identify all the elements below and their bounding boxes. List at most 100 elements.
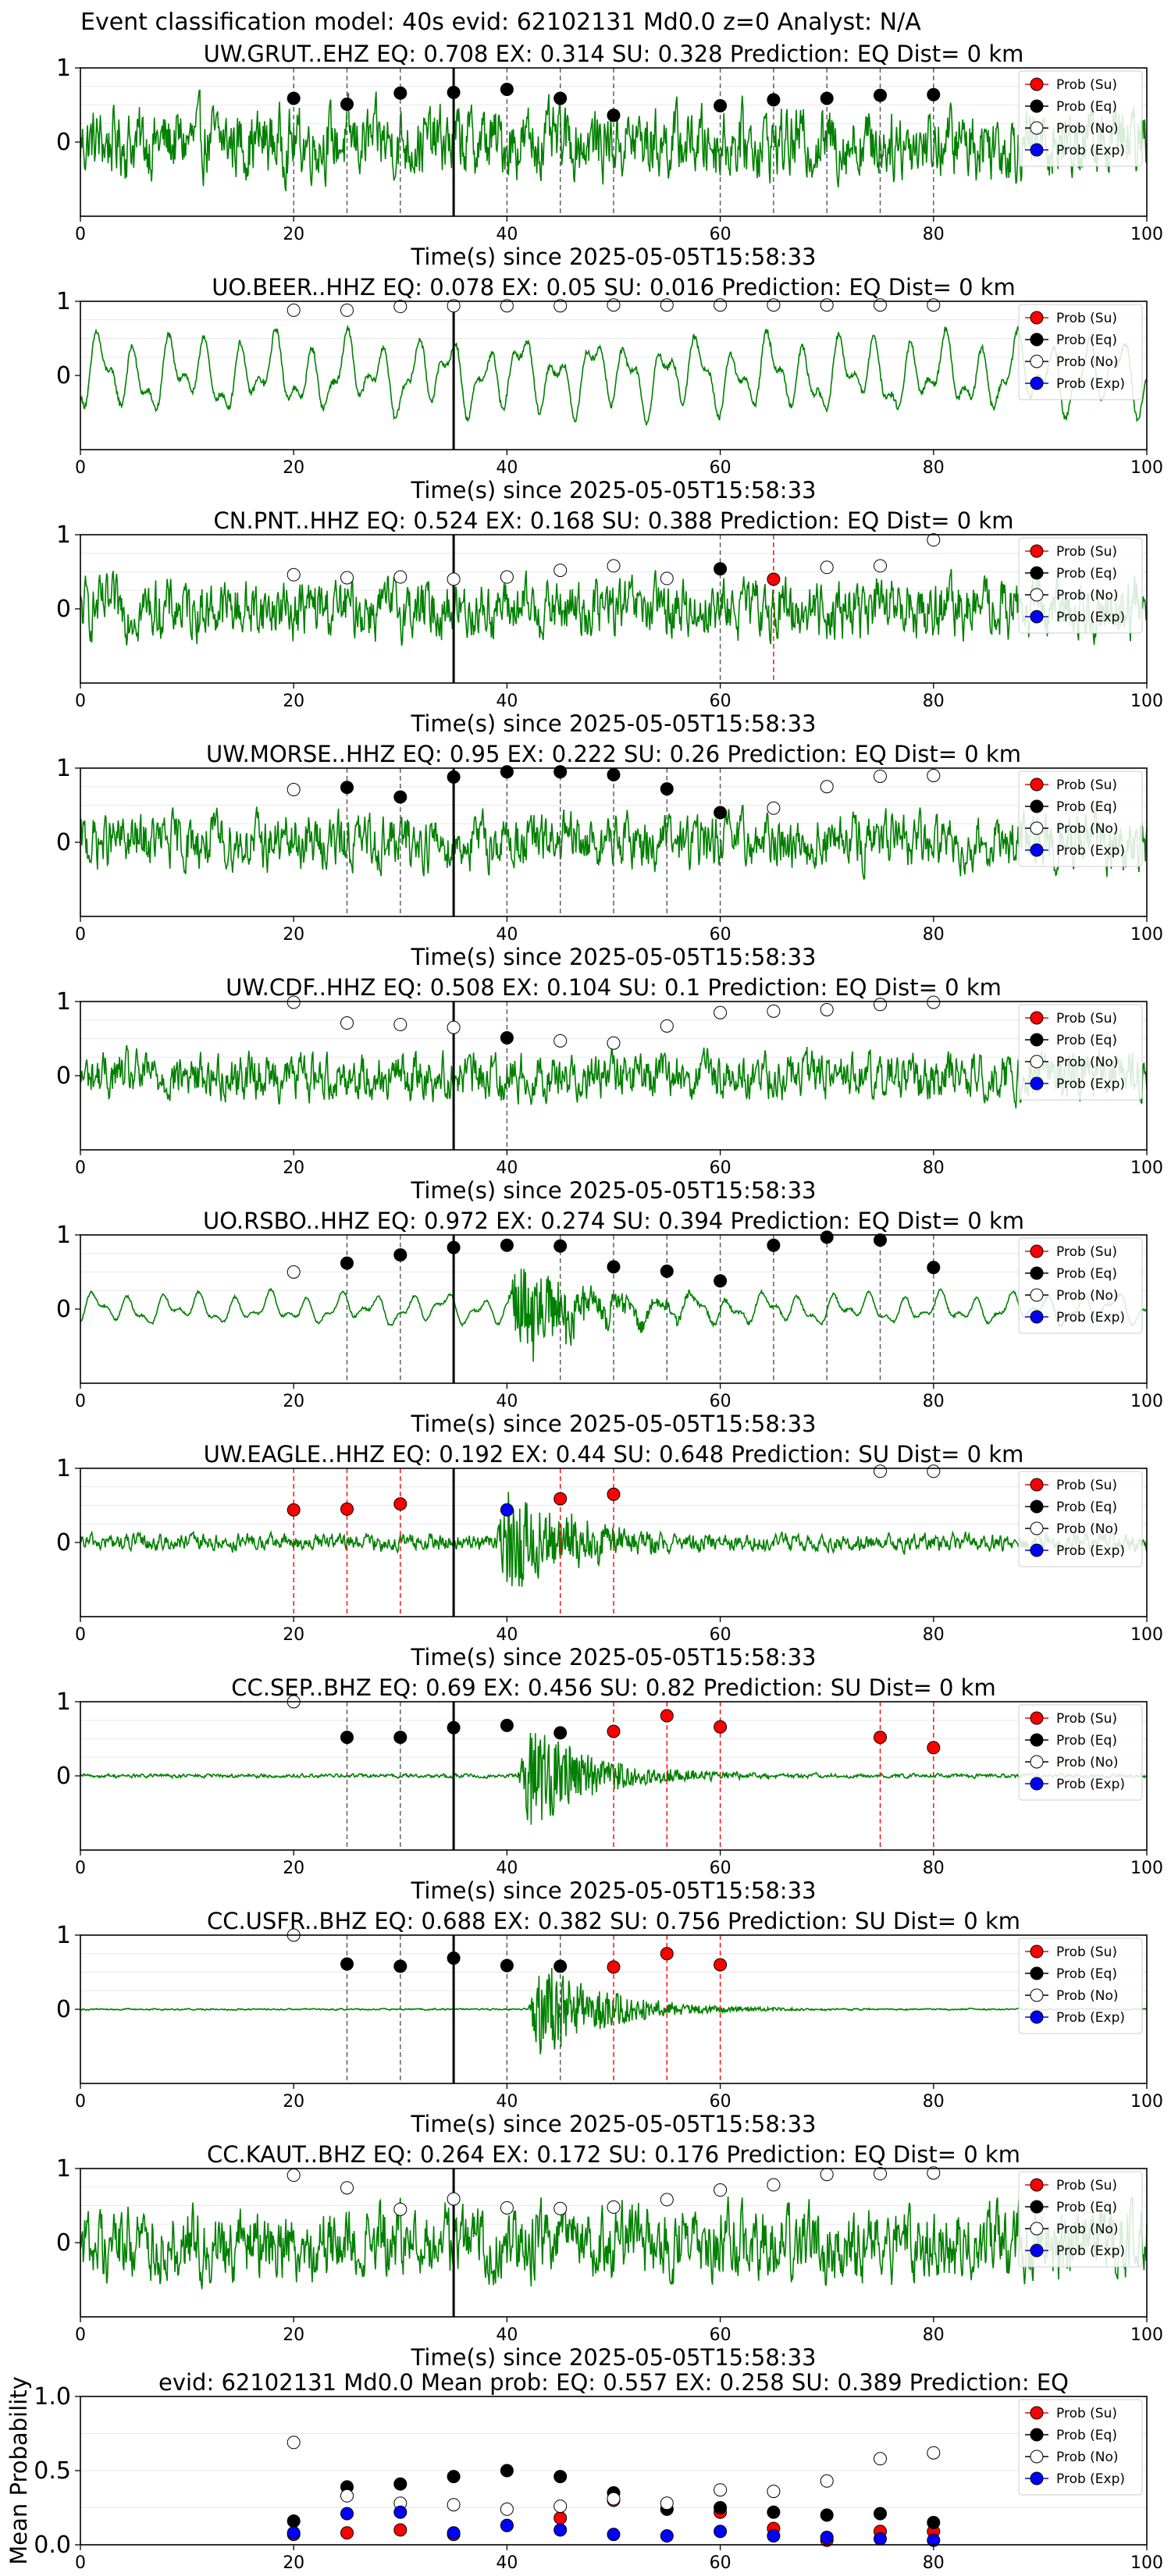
panel-0-legend-marker-eq [1030, 99, 1044, 113]
panel-5-xlabel: Time(s) since 2025-05-05T15:58:33 [411, 1411, 817, 1437]
panel-9-prob-point-no [714, 2183, 728, 2197]
panel-6-xtick-label: 0 [75, 1625, 86, 1645]
mean-point-exp [447, 2526, 461, 2540]
panel-7-xtick-label: 60 [710, 1859, 731, 1878]
panel-8-xtick-label: 20 [283, 2092, 304, 2112]
panel-5-legend-label-su: Prob (Su) [1056, 1244, 1117, 1260]
panel-1-xtick-label: 80 [923, 458, 945, 478]
panel-6-prob-point-su [553, 1492, 568, 1506]
panel-1-legend-marker-eq [1030, 333, 1044, 347]
panel-4-legend-label-no: Prob (No) [1056, 1055, 1119, 1070]
panel-6-xtick-label: 20 [283, 1625, 304, 1645]
panel-2-xlabel: Time(s) since 2025-05-05T15:58:33 [411, 710, 817, 737]
mean-title: evid: 62102131 Md0.0 Mean prob: EQ: 0.55… [158, 2369, 1069, 2396]
mean-legend-label-su: Prob (Su) [1056, 2406, 1117, 2421]
panel-0-legend-label-exp: Prob (Exp) [1056, 143, 1125, 158]
panel-1-xtick-label: 40 [496, 458, 518, 478]
mean-point-eq [393, 2477, 408, 2491]
panel-8-legend-marker-su [1030, 1944, 1044, 1959]
panel-4-xlabel: Time(s) since 2025-05-05T15:58:33 [411, 1177, 817, 1204]
panel-5-legend-marker-no [1030, 1288, 1044, 1302]
panel-0-prob-point-eq [500, 83, 514, 97]
panel-8-xtick-label: 40 [496, 2092, 518, 2112]
panel-6-xtick-label: 80 [923, 1625, 945, 1645]
panel-4-ytick-label: 0 [56, 1062, 71, 1090]
panel-4-xtick-label: 80 [923, 1158, 945, 1178]
mean-point-exp [927, 2533, 941, 2547]
panel-5-prob-point-no [287, 1265, 301, 1279]
panel-9-legend-box [1018, 2171, 1143, 2268]
panel-1-legend-box [1018, 304, 1143, 400]
panel-7-legend-marker-su [1030, 1711, 1044, 1725]
mean-point-exp [393, 2505, 408, 2519]
panel-0-prob-point-eq [714, 98, 728, 112]
panel-2-ytick-label: 1 [56, 521, 71, 549]
panel-2-prob-point-no [340, 571, 354, 585]
panel-9-prob-point-no [340, 2181, 354, 2195]
panel-0-legend-label-su: Prob (Su) [1056, 77, 1117, 93]
panel-1-waveform-trace [80, 324, 1148, 425]
panel-0-prob-point-eq [447, 85, 461, 99]
panel-3-legend-marker-exp [1030, 843, 1044, 857]
panel-7-legend-box [1018, 1704, 1143, 1801]
panel-8-xtick-label: 80 [923, 2092, 945, 2112]
mean-point-eq [287, 2514, 301, 2528]
panel-2-prob-point-eq [714, 562, 728, 576]
panel-1-prob-point-no [340, 303, 354, 317]
panel-0-prob-point-eq [767, 93, 781, 107]
panel-5-xtick-label: 100 [1130, 1392, 1163, 1411]
panel-4-prob-point-no [607, 1036, 621, 1050]
panel-5-legend-marker-su [1030, 1244, 1044, 1258]
panel-9-ytick-label: 0 [56, 2229, 71, 2257]
panel-8-prob-point-su [660, 1947, 674, 1961]
panel-9-prob-point-no [500, 2201, 514, 2215]
panel-3-prob-point-eq [553, 765, 568, 779]
panel-4-prob-point-no [340, 1016, 354, 1030]
panel-1-prob-point-no [660, 298, 674, 312]
panel-7-prob-point-su [660, 1709, 674, 1723]
panel-9-legend-label-exp: Prob (Exp) [1056, 2243, 1125, 2259]
panel-3-title: UW.MORSE..HHZ EQ: 0.95 EX: 0.222 SU: 0.2… [206, 741, 1021, 767]
panel-2-ytick-label: 0 [56, 596, 71, 623]
panel-7-xtick-label: 40 [496, 1859, 518, 1878]
panel-8-ytick-label: 0 [56, 1996, 71, 2023]
panel-4-prob-point-no [287, 995, 301, 1009]
panel-7-ytick-label: 0 [56, 1763, 71, 1790]
mean-legend-marker-su [1030, 2406, 1044, 2420]
panel-10-ytick-label: 1.0 [34, 2383, 71, 2411]
panel-0-xtick-label: 40 [496, 225, 518, 244]
panel-3-prob-point-eq [607, 768, 621, 782]
panel-8-legend-marker-eq [1030, 1966, 1044, 1980]
mean-point-exp [340, 2507, 354, 2521]
panel-7-xtick-label: 80 [923, 1859, 945, 1878]
panel-2-axes-frame [80, 534, 1148, 684]
panel-2-prob-point-no [927, 533, 941, 547]
panel-2-prob-point-no [607, 559, 621, 573]
panel-5-prob-point-eq [820, 1230, 834, 1244]
waveform-panel-2: 0 20 40 60 80 100 0 1 Prob (Su) Prob (Eq) Prob (No… [56, 507, 1163, 737]
waveform-panel-3: 0 20 40 60 80 100 0 1 Prob (Su) Prob (Eq) Prob (No… [56, 741, 1163, 970]
panel-9-legend-label-no: Prob (No) [1056, 2222, 1119, 2237]
panel-0-prob-point-eq [340, 98, 354, 112]
panel-4-title: UW.CDF..HHZ EQ: 0.508 EX: 0.104 SU: 0.1 … [226, 974, 1002, 1001]
panel-9-prob-point-no [767, 2178, 781, 2192]
mean-point-no [660, 2496, 674, 2510]
panel-4-prob-point-eq [500, 1031, 514, 1045]
panel-1-legend-marker-no [1030, 354, 1044, 368]
mean-point-exp [500, 2518, 514, 2532]
panel-4-waveform-trace [80, 1044, 1148, 1108]
panel-4-xtick-label: 40 [496, 1158, 518, 1178]
panel-8-waveform-trace [80, 1968, 1148, 2055]
panel-0-legend-label-no: Prob (No) [1056, 121, 1119, 137]
panel-9-prob-point-no [660, 2193, 674, 2207]
panel-8-legend-box [1018, 1937, 1143, 2034]
panel-6-axes-frame [80, 1468, 1148, 1617]
panel-10-ytick-label: 0.5 [34, 2457, 71, 2485]
panel-7-title: CC.SEP..BHZ EQ: 0.69 EX: 0.456 SU: 0.82 … [231, 1674, 995, 1701]
panel-2-waveform-trace [80, 568, 1148, 646]
panel-5-ytick-label: 1 [56, 1222, 71, 1249]
panel-3-prob-point-no [927, 769, 941, 782]
mean-legend-label-no: Prob (No) [1056, 2450, 1119, 2465]
panel-6-ytick-label: 1 [56, 1455, 71, 1482]
panel-8-ytick-label: 1 [56, 1922, 71, 1949]
